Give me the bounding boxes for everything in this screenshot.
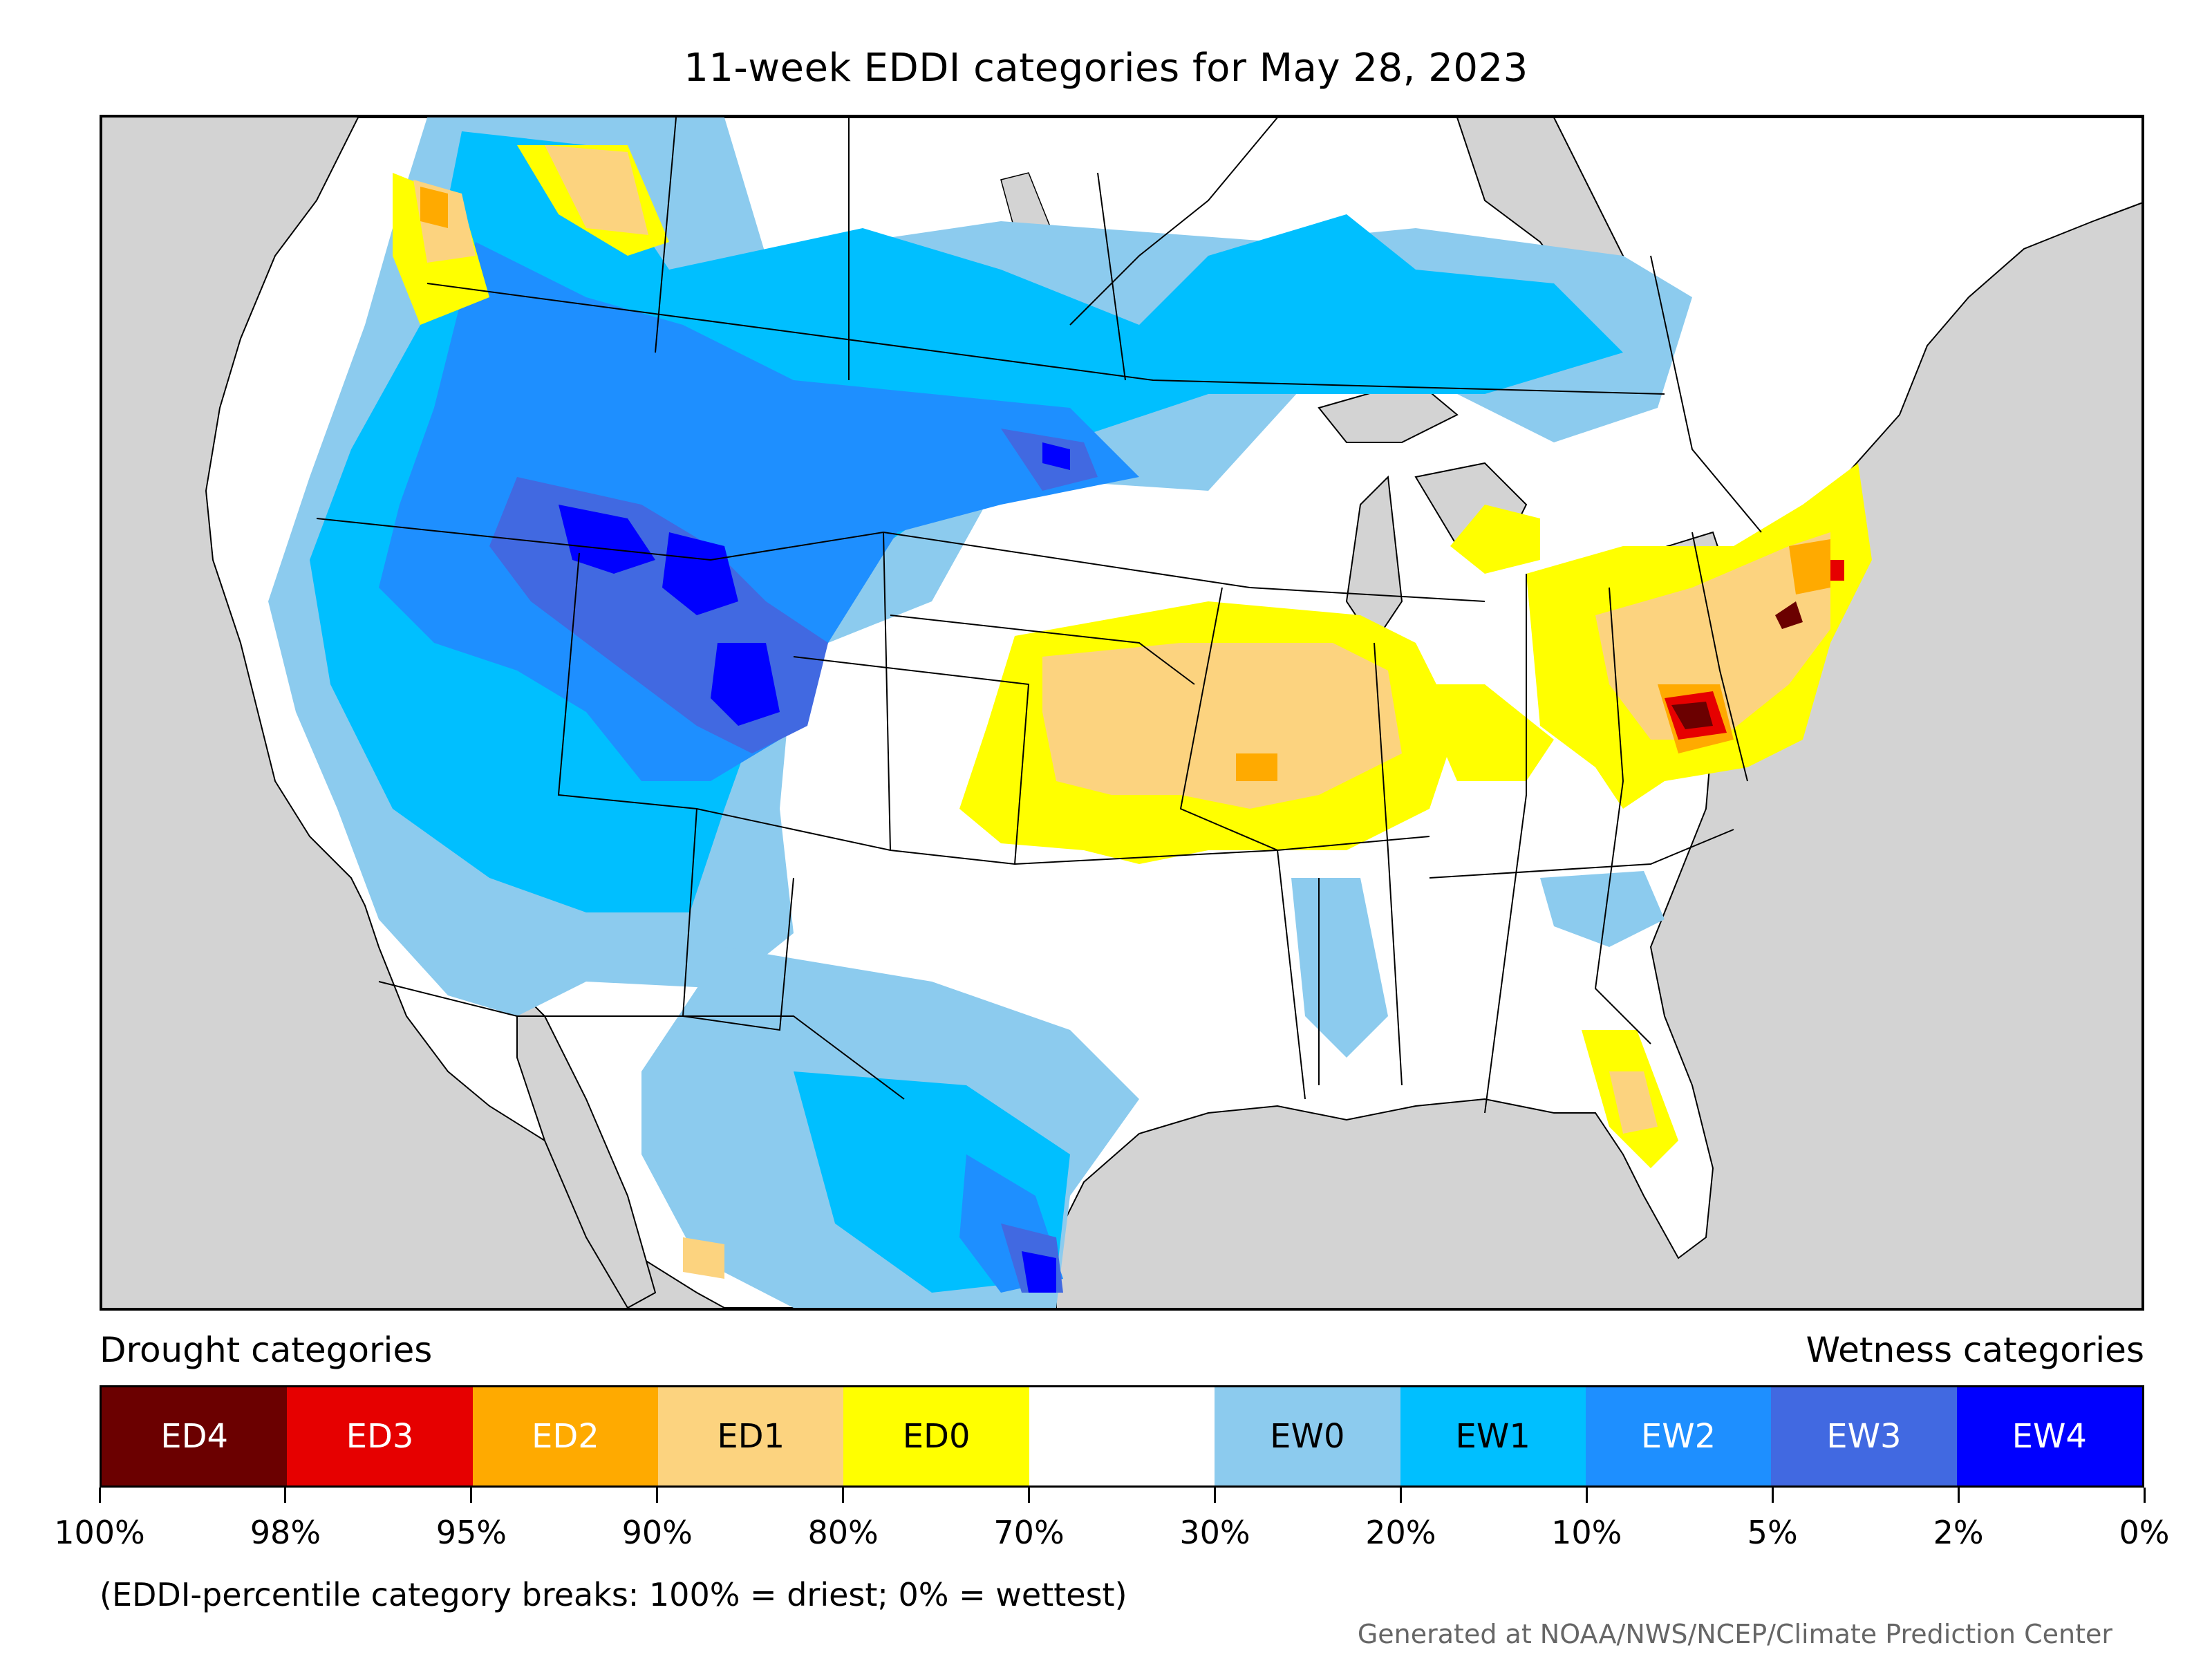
colorbar-tick: [1399, 1488, 1402, 1503]
colorbar-tick-label: 30%: [1179, 1514, 1250, 1551]
legend-swatch-ed3: ED3: [287, 1387, 473, 1485]
colorbar-tick: [656, 1488, 659, 1503]
eddi-map: [100, 115, 2144, 1311]
gulf-of-california: [516, 986, 657, 1308]
colorbar-tick-label: 90%: [621, 1514, 693, 1551]
legend-swatch-ew2: EW2: [1585, 1387, 1772, 1485]
category-colorbar: ED4 ED3 ED2 ED1 ED0 EW0 EW1 EW2 EW3 EW4: [100, 1385, 2144, 1488]
wetness-categories-heading: Wetness categories: [1806, 1330, 2144, 1370]
colorbar-tick-label: 2%: [1933, 1514, 1984, 1551]
colorbar-tick-label: 0%: [2119, 1514, 2170, 1551]
colorbar-tick: [1585, 1488, 1588, 1503]
legend-swatch-ed4: ED4: [102, 1387, 288, 1485]
colorbar-tick: [284, 1488, 287, 1503]
wetness-regions: [268, 118, 1692, 1308]
credit-text: Generated at NOAA/NWS/NCEP/Climate Predi…: [1357, 1619, 2112, 1649]
map-canvas: [205, 118, 2141, 1308]
colorbar-tick-label: 95%: [435, 1514, 507, 1551]
colorbar-tick-label: 20%: [1365, 1514, 1436, 1551]
colorbar-tick-label: 98%: [250, 1514, 321, 1551]
colorbar-tick: [470, 1488, 473, 1503]
colorbar-tick-label: 100%: [54, 1514, 145, 1551]
legend-swatch-ew1: EW1: [1400, 1387, 1586, 1485]
colorbar-tick: [1213, 1488, 1216, 1503]
map-title: 11-week EDDI categories for May 28, 2023: [684, 46, 1528, 91]
colorbar-tick: [1028, 1488, 1031, 1503]
category-breaks-note: (EDDI-percentile category breaks: 100% =…: [100, 1576, 1127, 1613]
colorbar-ticks: [98, 1488, 2146, 1504]
legend-swatch-ew3: EW3: [1771, 1387, 1957, 1485]
colorbar-tick-label: 70%: [993, 1514, 1065, 1551]
legend-swatch-ed1: ED1: [658, 1387, 844, 1485]
legend-swatch-ew0: EW0: [1215, 1387, 1400, 1485]
colorbar-tick-label: 5%: [1747, 1514, 1798, 1551]
colorbar-tick-label: 10%: [1551, 1514, 1622, 1551]
legend-swatch-ed2: ED2: [472, 1387, 659, 1485]
legend-swatch-ed0: ED0: [843, 1387, 1029, 1485]
drought-categories-heading: Drought categories: [100, 1330, 433, 1370]
colorbar-tick: [1771, 1488, 1774, 1503]
colorbar-tick-label: 80%: [807, 1514, 879, 1551]
colorbar-tick: [2143, 1488, 2146, 1503]
state-boundaries: [316, 118, 1762, 1114]
colorbar-tick: [842, 1488, 845, 1503]
legend-swatch-ew4: EW4: [1956, 1387, 2142, 1485]
legend-swatch-normal: [1029, 1387, 1215, 1485]
colorbar-tick: [1957, 1488, 1960, 1503]
colorbar-tick: [98, 1488, 101, 1503]
